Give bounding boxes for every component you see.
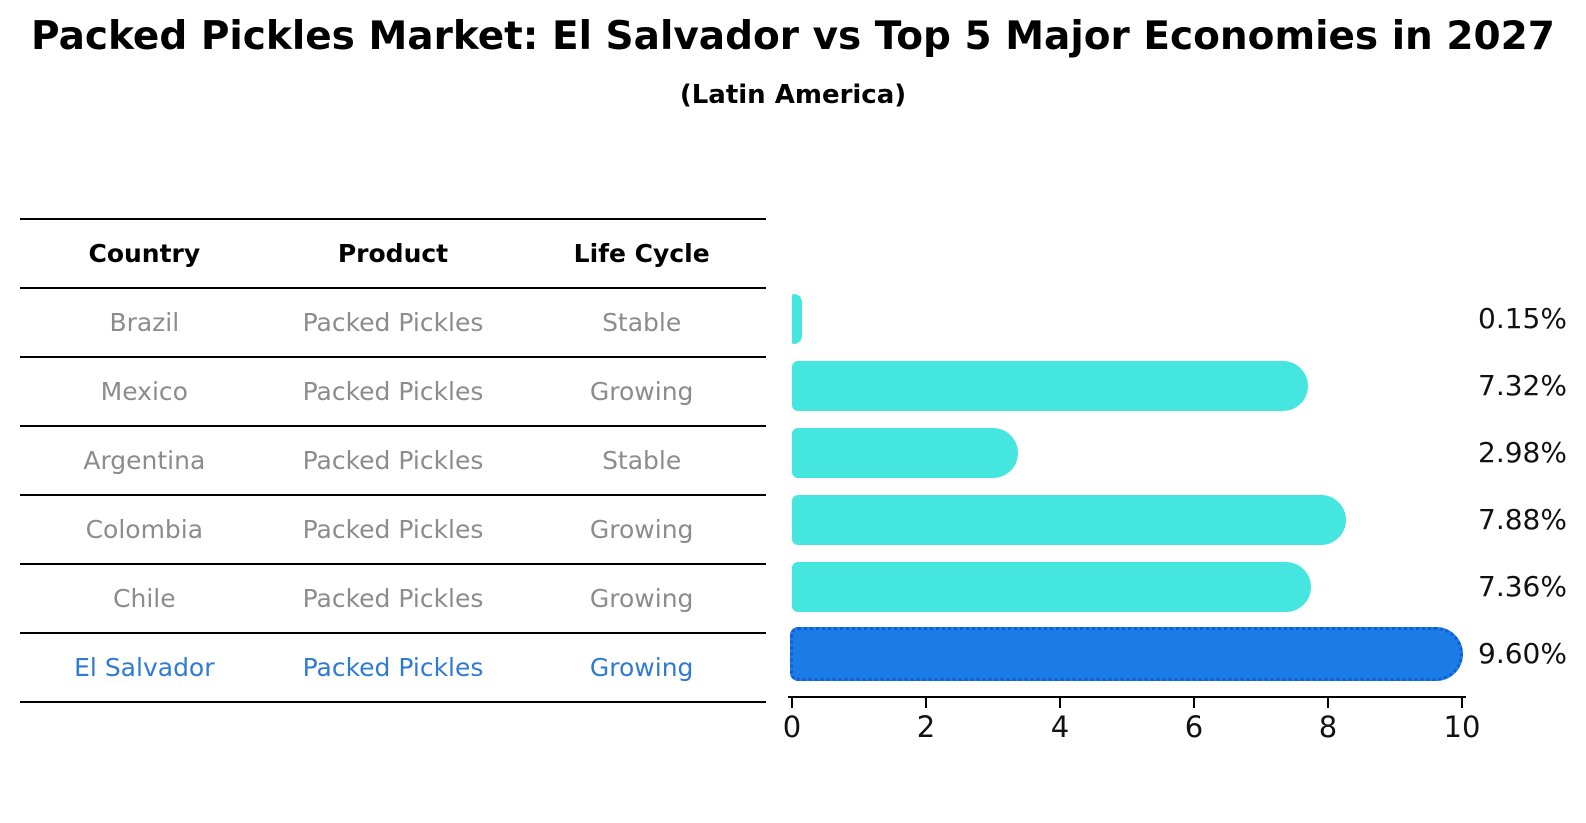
x-axis-tick-label: 10	[1443, 710, 1481, 744]
table-cell-product: Packed Pickles	[302, 377, 484, 406]
table-cell-lifecycle: Stable	[602, 308, 682, 337]
table-cell-lifecycle: Growing	[589, 584, 694, 613]
x-axis-tick	[925, 698, 927, 708]
table-row: Mexico Packed Pickles Growing	[20, 358, 766, 427]
column-header-country: Country	[88, 239, 201, 268]
value-label: 7.32%	[1478, 368, 1567, 402]
bar-chile	[792, 561, 1312, 612]
table-cell-lifecycle: Growing	[589, 377, 694, 406]
x-axis-tick-label: 2	[916, 710, 936, 744]
table-cell-lifecycle: Growing	[589, 515, 694, 544]
table-cell-country: Chile	[113, 584, 176, 613]
value-label: 0.15%	[1478, 301, 1567, 335]
table-cell-product: Packed Pickles	[302, 584, 484, 613]
value-label: 7.36%	[1478, 569, 1567, 603]
table-row: Argentina Packed Pickles Stable	[20, 427, 766, 496]
value-label: 2.98%	[1478, 435, 1567, 469]
x-axis-tick-label: 8	[1318, 710, 1338, 744]
bar-mexico	[792, 360, 1309, 411]
table-cell-product: Packed Pickles	[302, 515, 484, 544]
table-cell-product: Packed Pickles	[302, 446, 484, 475]
x-axis-tick	[1059, 698, 1061, 708]
table-cell-country: Argentina	[83, 446, 206, 475]
table-header-row: Country Product Life Cycle	[20, 220, 766, 289]
value-label: 7.88%	[1478, 502, 1567, 536]
bar-highlight-el-salvador	[790, 626, 1464, 681]
column-header-product: Product	[337, 239, 449, 268]
bar-argentina	[792, 427, 1018, 478]
x-axis-tick	[1461, 698, 1463, 708]
column-header-lifecycle: Life Cycle	[573, 239, 710, 268]
bar-colombia	[792, 494, 1346, 545]
table-cell-country: Mexico	[100, 377, 188, 406]
table-row: Chile Packed Pickles Growing	[20, 565, 766, 634]
chart-title: Packed Pickles Market: El Salvador vs To…	[31, 14, 1555, 59]
table-cell-product: Packed Pickles	[302, 653, 484, 682]
table-row: El Salvador Packed Pickles Growing	[20, 634, 766, 703]
table-row: Brazil Packed Pickles Stable	[20, 289, 766, 358]
bar-brazil	[792, 293, 803, 344]
table-cell-lifecycle: Growing	[589, 653, 694, 682]
table-cell-country: Colombia	[85, 515, 204, 544]
country-table: Country Product Life Cycle Brazil Packed …	[20, 218, 766, 703]
x-axis-tick	[1193, 698, 1195, 708]
x-axis-tick-label: 6	[1184, 710, 1204, 744]
table-cell-country: Brazil	[109, 308, 180, 337]
chart-subtitle: (Latin America)	[679, 80, 907, 110]
table-cell-product: Packed Pickles	[302, 308, 484, 337]
table-row: Colombia Packed Pickles Growing	[20, 496, 766, 565]
x-axis-tick-label: 4	[1050, 710, 1070, 744]
table-cell-lifecycle: Stable	[602, 446, 682, 475]
x-axis-line	[788, 696, 1466, 698]
x-axis-tick-label: 0	[782, 710, 802, 744]
table-body: Brazil Packed Pickles Stable Mexico Packed P…	[20, 289, 766, 703]
x-axis-tick	[1327, 698, 1329, 708]
value-label: 9.60%	[1478, 636, 1567, 670]
x-axis-tick	[791, 698, 793, 708]
table-cell-country: El Salvador	[74, 653, 215, 682]
